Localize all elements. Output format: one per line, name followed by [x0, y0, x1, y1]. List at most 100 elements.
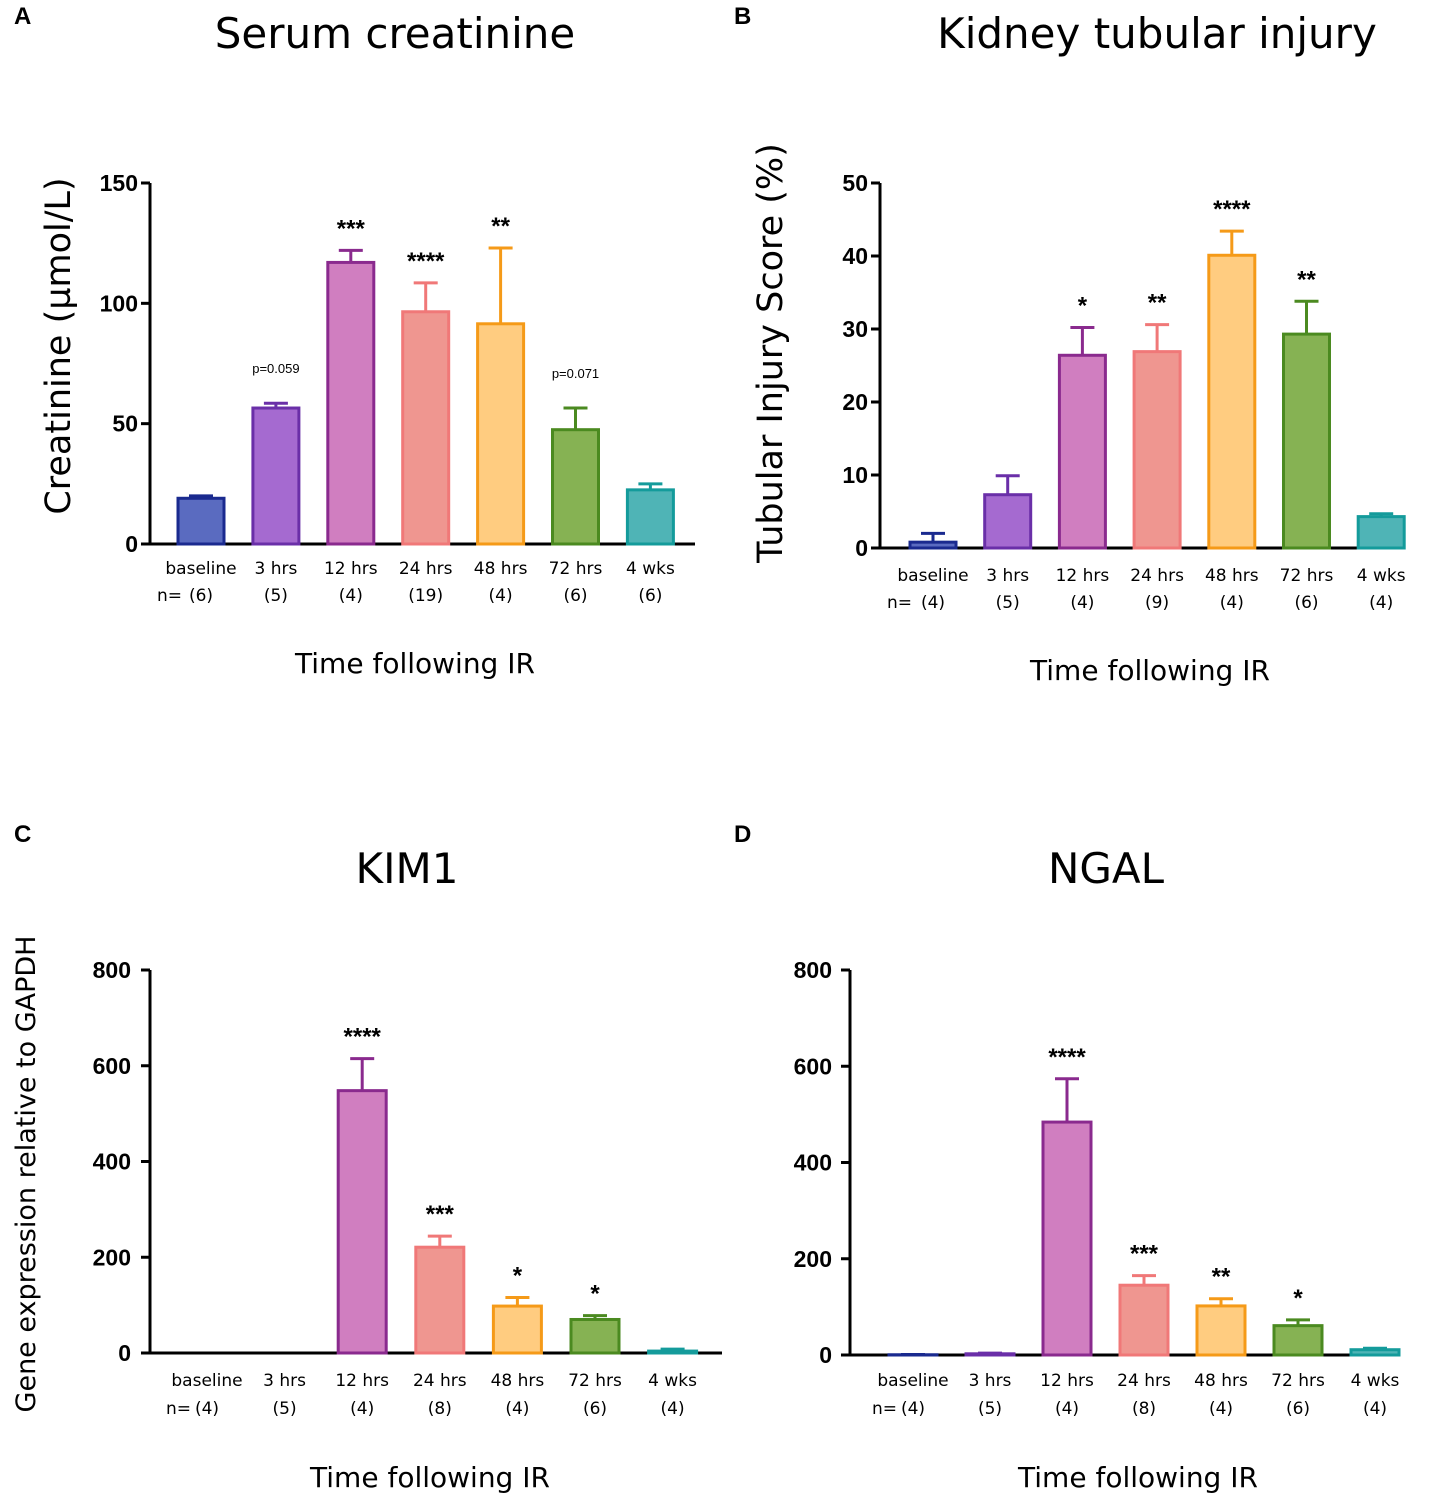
panel-letter: A: [14, 3, 31, 30]
chart-title: Serum creatinine: [215, 9, 576, 58]
x-category-label: 24 hrs: [399, 559, 453, 579]
x-category-label: 4 wks: [1351, 1371, 1400, 1391]
significance-label: **: [1148, 290, 1167, 317]
x-category-label: 72 hrs: [1280, 566, 1334, 586]
x-category-label: 4 wks: [626, 559, 675, 579]
significance-label: ***: [1130, 1241, 1159, 1268]
x-category-label: baseline: [171, 1371, 242, 1391]
significance-label: **: [491, 213, 510, 240]
x-category-label: 48 hrs: [491, 1371, 545, 1391]
y-axis-label: Tubular Injury Score (%): [751, 143, 791, 564]
x-category-label: 24 hrs: [413, 1371, 467, 1391]
y-tick-label: 800: [794, 957, 832, 983]
chart-svg: A Serum creatinine Creatinine (µmol/L) 0 50 1…: [14, 3, 695, 680]
y-axis-label: Creatinine (µmol/L): [39, 177, 79, 514]
y-tick-label: 20: [842, 389, 868, 415]
bar: [1356, 515, 1406, 550]
n-count-label: (4): [1070, 593, 1094, 613]
y-tick-label: 100: [100, 290, 138, 316]
n-count-label: (8): [428, 1399, 452, 1419]
chart-svg: D NGAL 0 200 400 600 800 baseline (4) 3 hrs (5) 12 …: [734, 821, 1401, 1494]
bar: [1057, 353, 1107, 550]
x-category-label: 48 hrs: [474, 559, 528, 579]
x-category-label: 48 hrs: [1205, 566, 1259, 586]
y-tick-label: 600: [794, 1053, 832, 1079]
x-category-label: 3 hrs: [254, 559, 297, 579]
chart-title: NGAL: [1048, 844, 1165, 893]
x-category-label: 3 hrs: [263, 1371, 306, 1391]
panel-letter: B: [734, 3, 751, 30]
bar: [401, 310, 451, 546]
significance-label: ****: [344, 1024, 382, 1051]
n-prefix-label: n=: [872, 1399, 897, 1419]
x-category-label: 72 hrs: [1271, 1371, 1325, 1391]
chart-svg: C KIM1 Gene expression relative to GAPDH 0 2…: [11, 821, 722, 1494]
x-category-label: 12 hrs: [335, 1371, 389, 1391]
n-count-label: (6): [583, 1399, 607, 1419]
n-count-label: (5): [264, 586, 288, 606]
significance-label: ****: [407, 248, 445, 275]
y-tick-label: 0: [819, 1342, 832, 1368]
significance-label: ****: [1048, 1044, 1086, 1071]
bar: [964, 1352, 1016, 1357]
bar: [1349, 1348, 1401, 1357]
bar: [491, 1304, 543, 1355]
bar: [1041, 1120, 1093, 1357]
y-axis-label: Gene expression relative to GAPDH: [11, 936, 42, 1413]
n-count-label: (4): [339, 586, 363, 606]
y-tick-label: 0: [125, 531, 138, 557]
bar: [1195, 1304, 1247, 1357]
x-category-label: 72 hrs: [568, 1371, 622, 1391]
y-tick-label: 200: [93, 1244, 131, 1270]
x-category-label: 12 hrs: [324, 559, 378, 579]
bar: [1207, 253, 1257, 550]
significance-label: **: [1297, 266, 1316, 293]
significance-label: *: [1078, 293, 1088, 320]
y-tick-label: 400: [93, 1149, 131, 1175]
x-category-label: 3 hrs: [969, 1371, 1012, 1391]
n-count-label: (8): [1132, 1399, 1156, 1419]
bar: [476, 322, 526, 546]
bar: [1118, 1283, 1170, 1357]
significance-label: ***: [426, 1201, 455, 1228]
bar: [1132, 350, 1182, 550]
significance-label: *: [513, 1262, 523, 1289]
bar: [336, 1089, 388, 1355]
y-tick-label: 200: [794, 1246, 832, 1272]
y-tick-label: 40: [842, 243, 868, 269]
n-count-label: (4): [901, 1399, 925, 1419]
n-prefix-label: n=: [157, 586, 182, 606]
n-count-label: (4): [661, 1399, 685, 1419]
n-count-label: (4): [350, 1399, 374, 1419]
n-count-label: (4): [1369, 593, 1393, 613]
significance-label: *: [1293, 1285, 1303, 1312]
x-category-label: baseline: [165, 559, 236, 579]
chart-title: Kidney tubular injury: [937, 9, 1377, 58]
x-category-label: 72 hrs: [549, 559, 603, 579]
n-count-label: (6): [638, 586, 662, 606]
significance-label: ****: [1213, 196, 1251, 223]
n-count-label: (6): [563, 586, 587, 606]
n-count-label: (5): [273, 1399, 297, 1419]
x-category-label: 12 hrs: [1040, 1371, 1094, 1391]
n-count-label: (5): [978, 1399, 1002, 1419]
n-count-label: (19): [408, 586, 443, 606]
n-count-label: (4): [1055, 1399, 1079, 1419]
y-tick-label: 50: [112, 411, 138, 437]
panel-d-ngal: D NGAL 0 200 400 600 800 baseline (4) 3 hrs (5) 12 …: [720, 820, 1432, 1496]
panel-b-kidney-tubular-injury: B Kidney tubular injury Tubular Injury Sco…: [720, 0, 1432, 800]
n-count-label: (6): [1294, 593, 1318, 613]
x-axis-label: Time following IR: [294, 647, 535, 680]
x-category-label: 4 wks: [1357, 566, 1406, 586]
y-tick-label: 0: [118, 1340, 131, 1366]
panel-a-serum-creatinine: A Serum creatinine Creatinine (µmol/L) 0 50 1…: [0, 0, 720, 800]
y-tick-label: 600: [93, 1053, 131, 1079]
bar: [1282, 332, 1331, 550]
bar: [1272, 1324, 1324, 1357]
x-category-label: 3 hrs: [986, 566, 1029, 586]
chart-svg: B Kidney tubular injury Tubular Injury Sco…: [734, 3, 1406, 687]
bar: [647, 1349, 699, 1355]
panel-letter: C: [14, 821, 31, 848]
x-category-label: 48 hrs: [1194, 1371, 1248, 1391]
